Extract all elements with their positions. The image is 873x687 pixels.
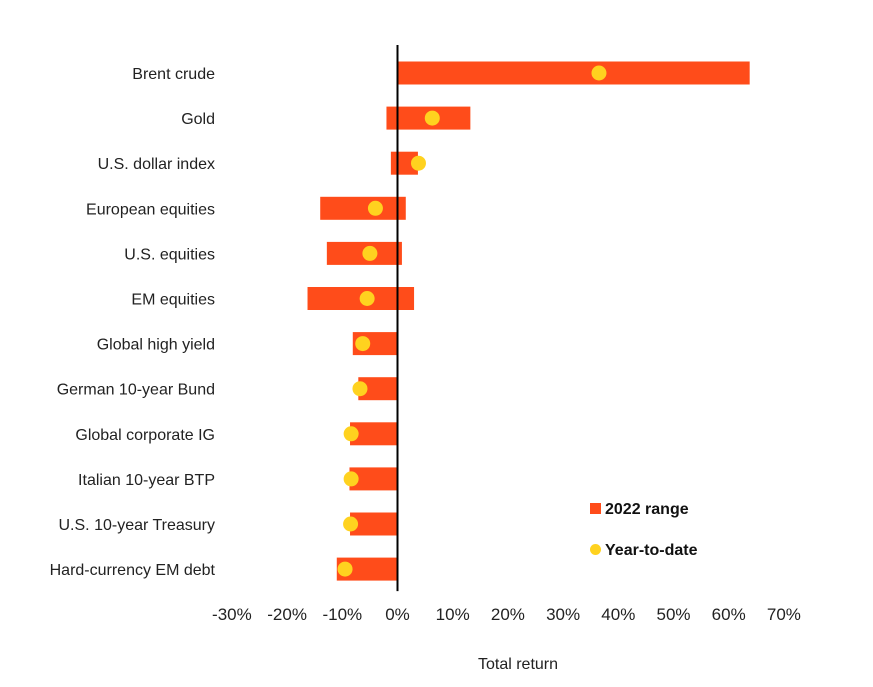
category-label: European equities [86,201,215,218]
x-tick-label: -10% [322,605,362,624]
range-bar [320,196,406,220]
range-bar [358,377,398,401]
x-tick-label: 0% [385,605,410,624]
legend-range-swatch [590,503,601,514]
legend-ytd-swatch [590,544,601,555]
category-label: EM equities [131,292,215,309]
ytd-point [410,155,426,171]
legend: 2022 range Year-to-date [590,501,698,559]
x-axis-title: Total return [478,656,558,673]
ytd-point [343,516,359,532]
x-tick-label: 70% [767,605,801,624]
range-bar [336,557,398,581]
category-label: Global corporate IG [75,427,215,444]
x-tick-label: -20% [267,605,307,624]
ytd-point [424,110,440,126]
legend-ytd-label: Year-to-date [605,542,698,559]
ytd-points [337,65,607,577]
category-label: U.S. dollar index [98,156,215,173]
ytd-point [355,336,371,352]
category-label: Italian 10-year BTP [78,472,215,489]
ytd-point [352,381,368,397]
range-bar [349,467,398,491]
legend-range-label: 2022 range [605,501,689,518]
x-tick-label: 20% [491,605,525,624]
ytd-point [367,200,383,216]
x-tick-label: 30% [546,605,580,624]
category-labels: Brent crude Gold U.S. dollar index European… [50,66,216,579]
category-label: U.S. equities [124,246,215,263]
ytd-point [343,471,359,487]
x-tick-label: 40% [601,605,635,624]
x-tick-label: 50% [656,605,690,624]
category-label: Hard-currency EM debt [50,562,216,579]
ytd-point [337,561,353,577]
x-tick-label: 10% [436,605,470,624]
ytd-point [362,245,378,261]
x-tick-label: 60% [712,605,746,624]
range-bar [397,61,750,85]
range-bar [350,512,398,536]
x-tick-label: -30% [212,605,252,624]
ytd-point [343,426,359,442]
category-label: German 10-year Bund [57,382,215,399]
x-tick-labels: -30% -20% -10% 0% 10% 20% 30% 40% 50% 60% 70% [212,605,801,624]
ytd-point [359,291,375,306]
range-bar [350,422,398,446]
category-label: Global high yield [97,337,215,354]
category-label: Brent crude [132,66,215,83]
ytd-point [591,65,607,81]
category-label: U.S. 10-year Treasury [59,517,216,534]
category-label: Gold [181,111,215,128]
